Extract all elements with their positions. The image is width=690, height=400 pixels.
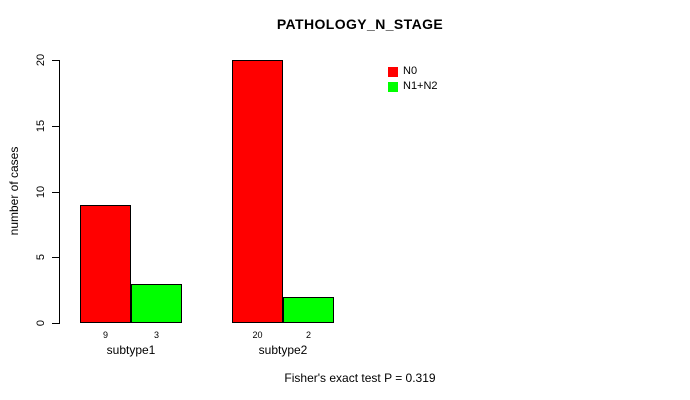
- legend-label: N1+N2: [403, 80, 438, 92]
- legend-item-n0: N0: [388, 66, 438, 77]
- y-axis-label: number of cases: [7, 146, 21, 236]
- legend-swatch-n1-n2: [388, 81, 398, 92]
- y-tick-mark: [52, 323, 60, 324]
- chart-title: PATHOLOGY_N_STAGE: [276, 16, 444, 32]
- y-tick-mark: [52, 257, 60, 258]
- y-tick-mark: [52, 192, 60, 193]
- legend-item-n1-n2: N1+N2: [388, 81, 438, 92]
- bar-value-label: 2: [305, 330, 311, 340]
- bar-n1-n2-subtype1: [131, 284, 182, 323]
- legend-swatch-n0: [388, 66, 398, 77]
- y-tick-label: 15: [35, 119, 47, 133]
- fisher-test-annotation: Fisher's exact test P = 0.319: [284, 371, 436, 385]
- category-label-subtype2: subtype2: [258, 343, 308, 357]
- y-tick-mark: [52, 60, 60, 61]
- bar-n0-subtype2: [232, 60, 283, 323]
- category-label-subtype1: subtype1: [106, 343, 156, 357]
- y-tick-label: 20: [35, 53, 47, 67]
- bar-n1-n2-subtype2: [283, 297, 334, 323]
- y-tick-mark: [52, 126, 60, 127]
- bar-value-label: 20: [252, 330, 263, 340]
- bar-n0-subtype1: [80, 205, 131, 323]
- y-tick-label: 10: [35, 185, 47, 199]
- bar-value-label: 9: [102, 330, 108, 340]
- legend-label: N0: [403, 65, 418, 77]
- y-tick-label: 0: [35, 319, 47, 327]
- y-tick-label: 5: [35, 253, 47, 261]
- legend: N0 N1+N2: [388, 66, 438, 96]
- bar-value-label: 3: [153, 330, 159, 340]
